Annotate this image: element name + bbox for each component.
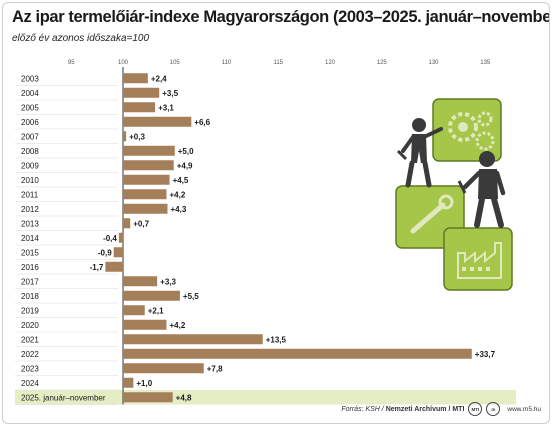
bar <box>123 174 170 185</box>
bar <box>123 131 127 142</box>
category-label: 2014 <box>21 234 39 243</box>
category-label: 2010 <box>21 176 39 185</box>
category-label: 2013 <box>21 219 39 228</box>
bar <box>105 261 123 272</box>
bar <box>123 363 204 374</box>
source-prefix: Forrás: KSH / <box>341 405 386 413</box>
factory-tile <box>443 227 513 291</box>
source-text: Forrás: KSH / Nemzeti Archívum / MTI <box>341 406 464 413</box>
bar <box>118 232 123 243</box>
worker-figure-right <box>457 151 506 228</box>
category-label: 2022 <box>21 350 39 359</box>
data-label: +7,8 <box>207 364 223 373</box>
category-label: 2024 <box>21 379 39 388</box>
bar <box>123 276 158 287</box>
category-label: 2011 <box>21 190 39 199</box>
category-label: 2016 <box>21 263 39 272</box>
x-tick-label: 95 <box>68 60 75 66</box>
x-tick-label: 100 <box>118 60 129 66</box>
data-label: +3,5 <box>162 89 178 98</box>
category-label: 2004 <box>21 89 39 98</box>
bar <box>123 290 180 301</box>
category-label: 2008 <box>21 147 39 156</box>
footer: Forrás: KSH / Nemzeti Archívum / MTI MTI… <box>341 401 541 417</box>
m-logo: m <box>486 402 501 416</box>
data-label: +1,0 <box>136 379 152 388</box>
bar <box>123 305 145 316</box>
data-label: +5,0 <box>178 147 194 156</box>
bar <box>123 145 175 156</box>
industry-illustration <box>395 98 513 291</box>
bar-chart: 95 100 105 110 115 120 125 130 135 2003 +2,4 2004 +… <box>15 60 516 405</box>
x-tick-label: 125 <box>377 60 388 66</box>
site-url: www.m5.hu <box>507 405 541 413</box>
data-label: +4,2 <box>169 321 185 330</box>
bar <box>123 348 472 359</box>
data-label: +2,4 <box>151 74 167 83</box>
bar <box>123 116 192 127</box>
data-label: -1,7 <box>90 263 104 272</box>
chart-title: Az ipar termelőiár-indexe Magyarországon… <box>12 8 550 26</box>
bar <box>123 392 173 403</box>
data-label: +4,2 <box>169 190 185 199</box>
mti-logo: MTI <box>468 402 483 416</box>
chart-subtitle: előző év azonos időszaka=100 <box>12 33 150 44</box>
category-label: 2005 <box>21 103 39 112</box>
data-label: +33,7 <box>475 350 496 359</box>
category-label: 2021 <box>21 335 39 344</box>
x-tick-label: 135 <box>480 60 491 66</box>
data-label: +4,8 <box>176 393 192 402</box>
data-label: +4,5 <box>173 176 189 185</box>
category-label: 2017 <box>21 277 39 286</box>
bar <box>113 247 123 258</box>
data-label: -0,9 <box>98 248 112 257</box>
bar <box>123 203 168 214</box>
data-label: +2,1 <box>148 306 164 315</box>
data-label: -0,4 <box>103 234 117 243</box>
data-label: +3,3 <box>160 277 176 286</box>
bar <box>123 87 160 98</box>
data-label: +0,7 <box>133 219 149 228</box>
gear-tile <box>432 98 502 162</box>
data-label: +4,3 <box>171 205 187 214</box>
bar <box>123 334 263 345</box>
bar <box>123 319 167 330</box>
x-tick-label: 115 <box>273 60 283 66</box>
data-label: +13,5 <box>266 335 287 344</box>
category-label: 2018 <box>21 292 39 301</box>
category-label: 2023 <box>21 364 39 373</box>
category-label: 2015 <box>21 248 39 257</box>
data-label: +3,1 <box>158 103 174 112</box>
x-tick-label: 105 <box>170 60 181 66</box>
bar <box>123 102 156 113</box>
data-label: +0,3 <box>129 132 145 141</box>
bar <box>123 189 167 200</box>
category-label: 2012 <box>21 205 39 214</box>
x-tick-label: 120 <box>325 60 336 66</box>
bar <box>123 73 148 84</box>
bar <box>123 218 131 229</box>
category-label: 2007 <box>21 132 39 141</box>
x-tick-label: 130 <box>428 60 439 66</box>
bar <box>123 160 174 171</box>
category-label: 2009 <box>21 161 39 170</box>
x-tick-label: 110 <box>222 60 232 66</box>
source-bold: Nemzeti Archívum / MTI <box>385 405 465 413</box>
category-label: 2003 <box>21 74 39 83</box>
bar <box>123 377 134 388</box>
category-label: 2006 <box>21 118 39 127</box>
category-label: 2025. január–november <box>21 393 106 402</box>
category-label: 2020 <box>21 321 39 330</box>
category-label: 2019 <box>21 306 39 315</box>
data-label: +5,5 <box>183 292 199 301</box>
data-label: +6,6 <box>194 118 210 127</box>
data-label: +4,9 <box>177 161 193 170</box>
worker-figure-left <box>396 118 443 188</box>
